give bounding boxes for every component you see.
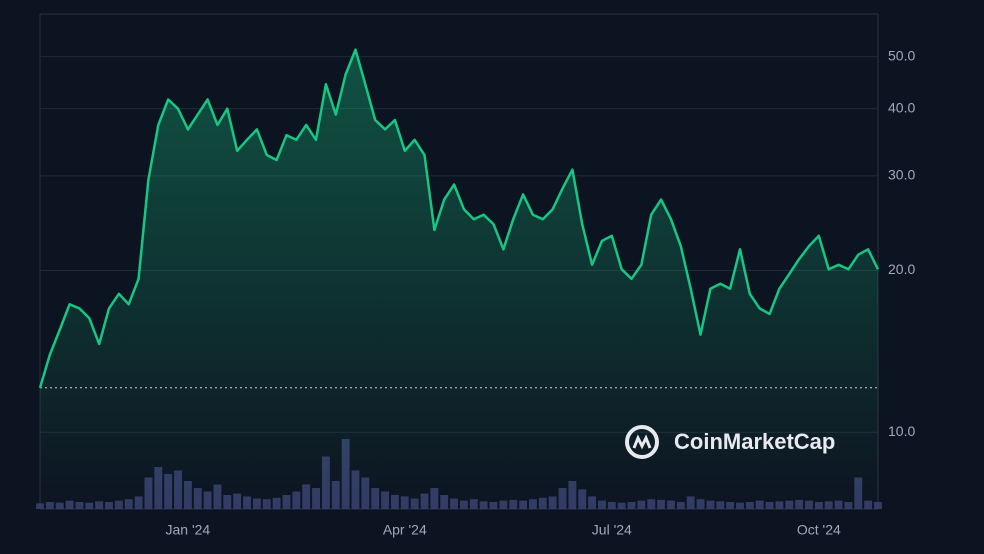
x-tick-label: Jul '24 xyxy=(592,522,632,538)
y-tick-label: 30.0 xyxy=(888,167,915,183)
watermark: CoinMarketCap xyxy=(625,425,835,459)
y-tick-label: 10.0 xyxy=(888,423,915,439)
y-tick-label: 50.0 xyxy=(888,47,915,63)
watermark-text: CoinMarketCap xyxy=(674,429,835,454)
logo xyxy=(625,425,659,459)
price-series xyxy=(38,48,880,509)
y-tick-label: 20.0 xyxy=(888,261,915,277)
x-tick-label: Jan '24 xyxy=(166,522,211,538)
logo-mark xyxy=(632,434,652,450)
y-tick-label: 40.0 xyxy=(888,99,915,115)
price-area xyxy=(40,49,878,509)
x-tick-label: Apr '24 xyxy=(383,522,427,538)
x-tick-label: Oct '24 xyxy=(797,522,841,538)
price-line xyxy=(38,48,880,389)
